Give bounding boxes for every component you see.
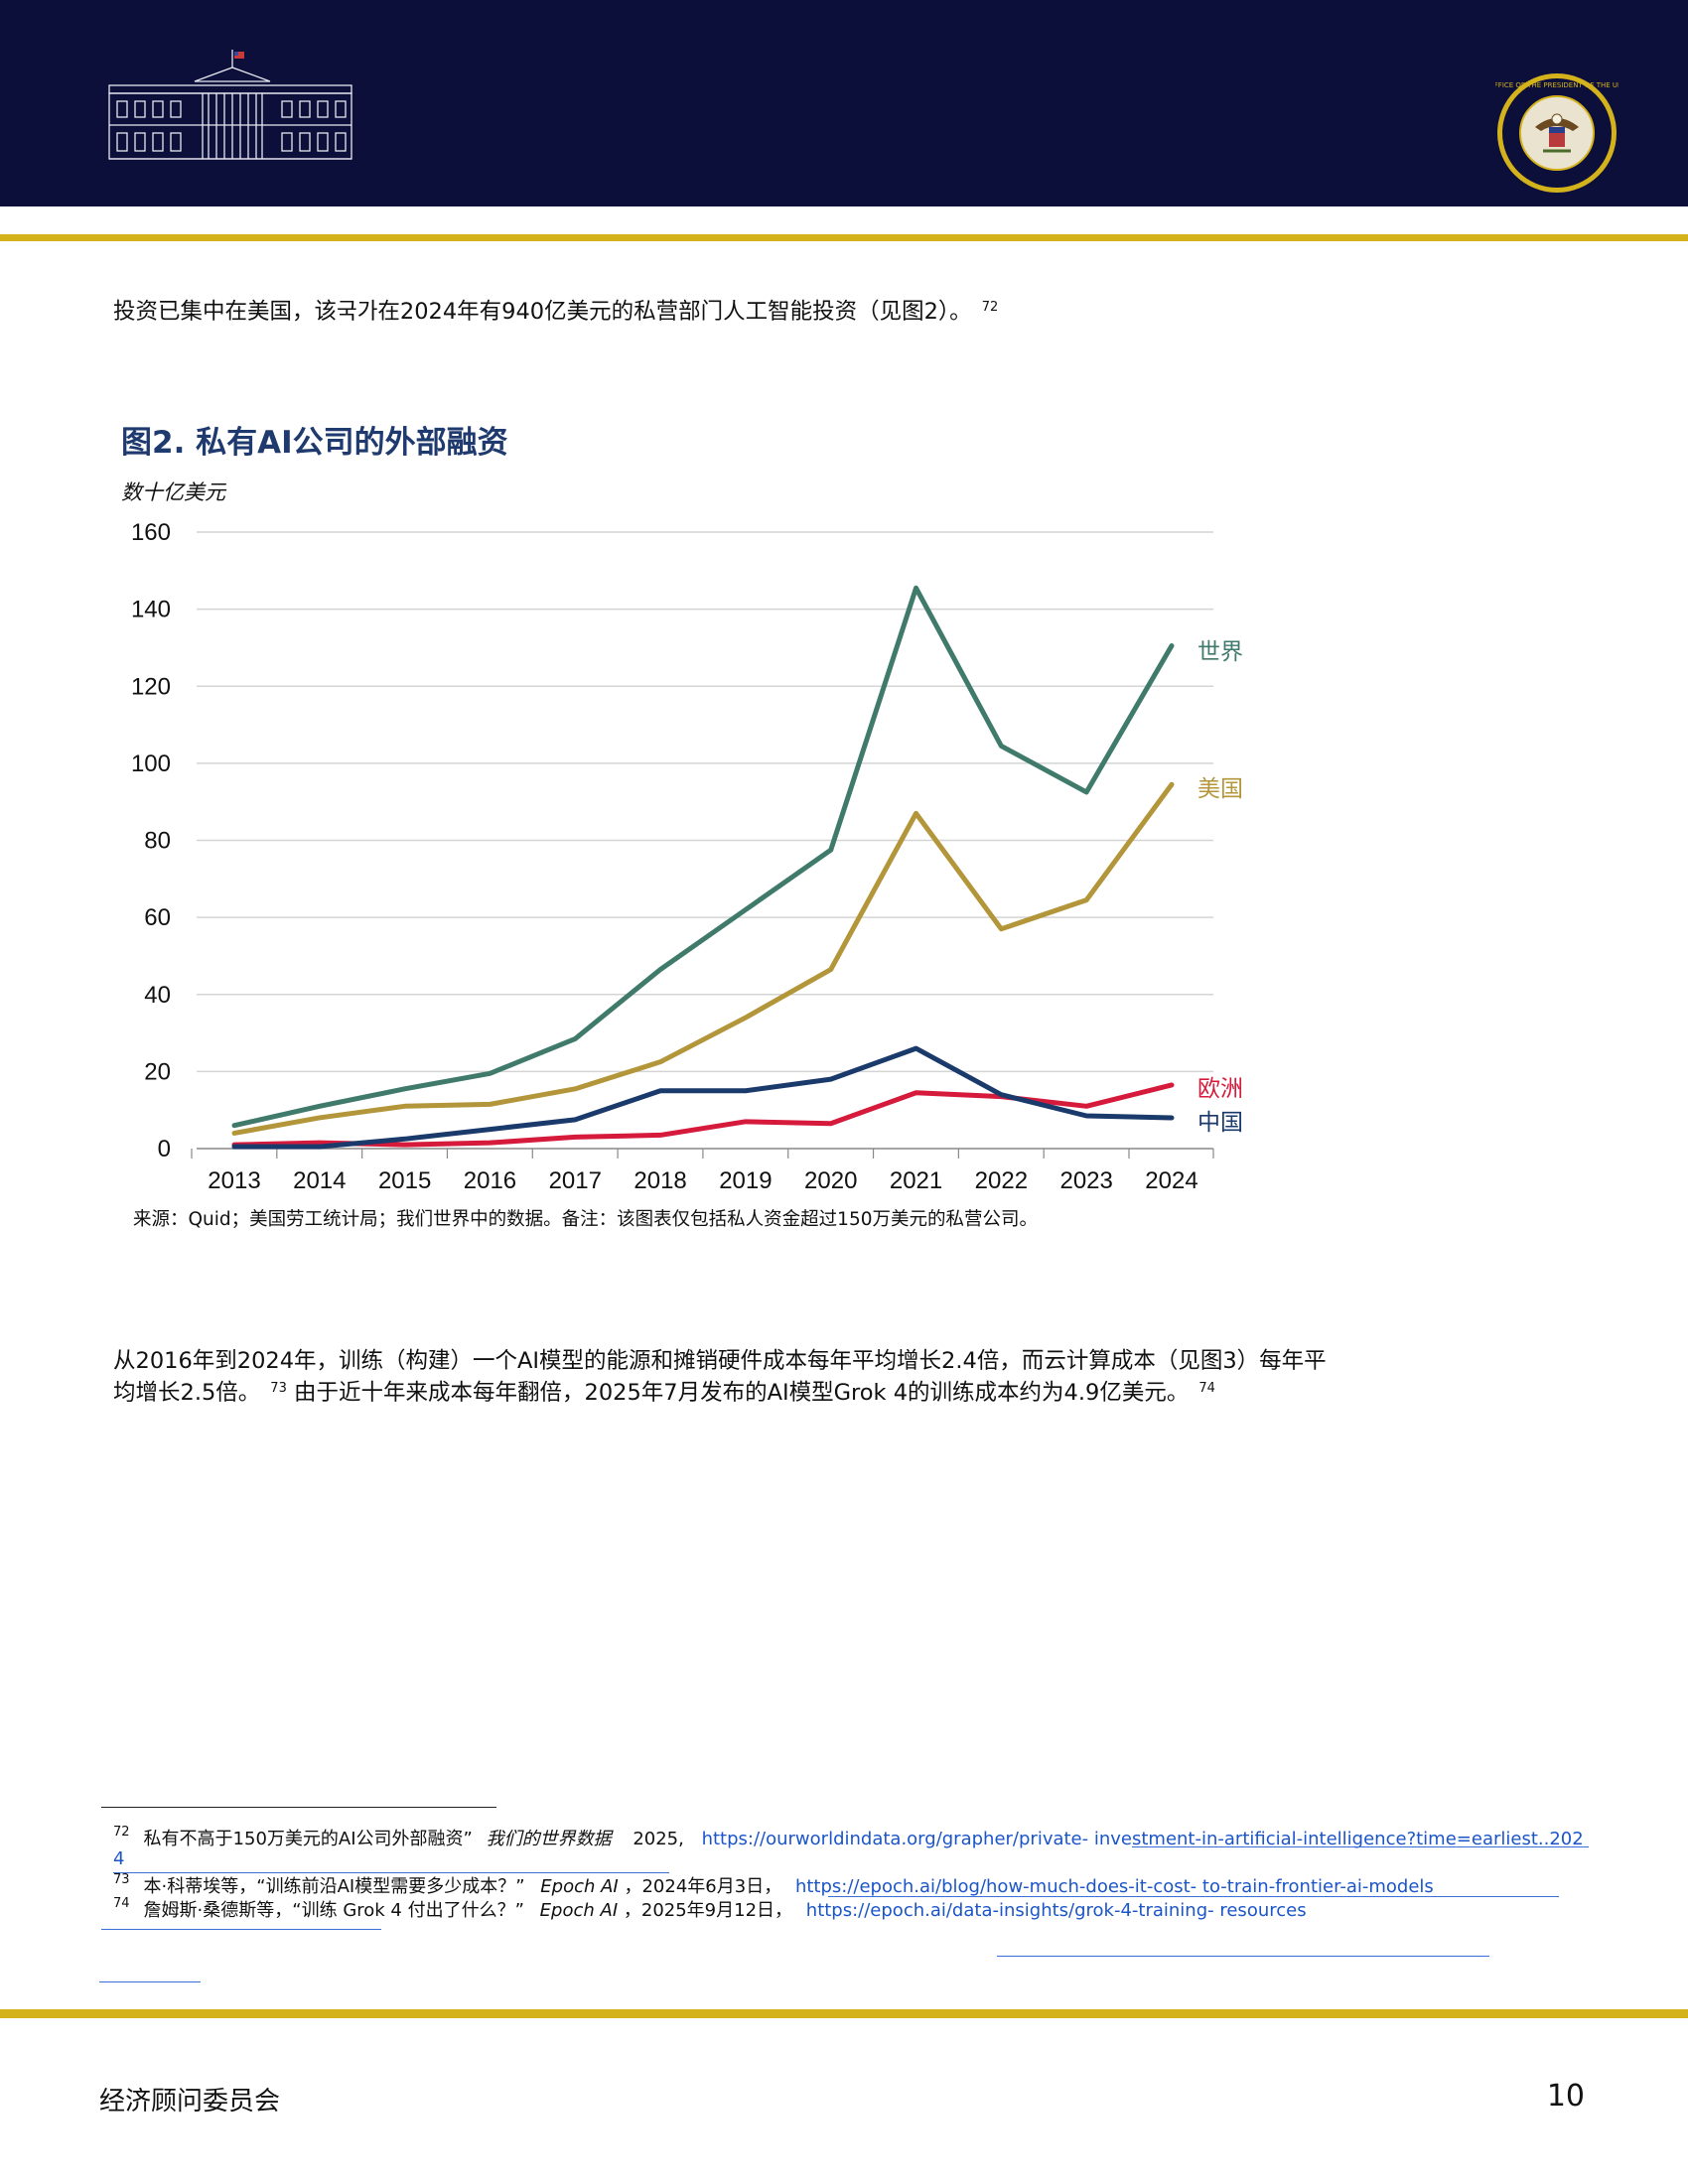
header-gold-rule [0,234,1688,241]
y-tick-label: 100 [131,751,171,777]
footnote-number: 72 [113,1825,130,1840]
y-tick-label: 160 [131,519,171,546]
link-underline [113,1872,669,1873]
footnote-link[interactable]: https://ourworldindata.org/grapher/priva… [701,1829,1584,1849]
footnote-source: Epoch AI [539,1900,619,1921]
eop-seal-icon: EXECUTIVE OFFICE OF THE PRESIDENT OF THE… [1495,73,1618,193]
x-tick-label: 2014 [293,1167,346,1194]
footnote-text: 私有不高于150万美元的AI公司外部融资” [143,1829,473,1849]
footnote-ref-72[interactable]: 72 [981,300,999,315]
series-label: 欧洲 [1197,1076,1243,1102]
x-tick-label: 2022 [975,1167,1028,1194]
y-tick-label: 60 [144,904,171,931]
body-line-1: 从2016年到2024年，训练（构建）一个AI模型的能源和摊销硬件成本每年平均增… [113,1348,1327,1374]
y-tick-label: 20 [144,1058,171,1085]
footer-gold-rule [0,2009,1688,2018]
header-banner [0,0,1688,206]
y-tick-label: 80 [144,828,171,855]
footnote-text: 詹姆斯·桑德斯等，“训练 Grok 4 付出了什么？” [143,1900,524,1921]
seal-ring-text: EXECUTIVE OFFICE OF THE PRESIDENT OF THE… [1495,81,1618,89]
body-line-2b: 由于近十年来成本每年翻倍，2025年7月发布的AI模型Grok 4的训练成本约为… [294,1380,1190,1406]
x-tick-label: 2020 [804,1167,857,1194]
series-label: 中国 [1197,1110,1243,1136]
page-number: 10 [1546,2079,1585,2114]
funding-line-chart: 0 20 40 60 80 100 120 140 160 2013 2014 2015 2016 201… [131,519,1243,1194]
white-house-icon [108,50,352,160]
link-underline [997,1956,1489,1957]
footnote-number: 74 [113,1896,130,1911]
y-tick-label: 140 [131,597,171,623]
x-tick-label: 2013 [208,1167,260,1194]
body-paragraph: 从2016年到2024年，训练（构建）一个AI模型的能源和摊销硬件成本每年平均增… [113,1345,1327,1409]
link-underline [101,1929,381,1930]
footnote-source: Epoch AI [540,1876,619,1897]
link-underline [99,1981,201,1982]
footnote-72-cont: 4 [113,1848,124,1869]
figure-source: 来源：Quid；美国劳工统计局；我们世界中的数据。备注：该图表仅包括私人资金超过… [133,1209,1038,1230]
intro-text: 投资已集中在美国，该국가在2024年有940亿美元的私营部门人工智能投资（见图2… [113,299,972,325]
y-tick-label: 120 [131,673,171,700]
footnote-72: 72 私有不高于150万美元的AI公司外部融资” 我们的世界数据 2025, ht… [113,1825,1584,1850]
footnote-ref-73[interactable]: 73 [270,1381,287,1396]
footnote-date: ，2024年6月3日， [624,1876,782,1897]
series-line-世界 [231,585,1175,1129]
x-tick-label: 2017 [549,1167,602,1194]
x-tick-label: 2021 [890,1167,942,1194]
x-tick-label: 2018 [633,1167,686,1194]
footnote-text: 本·科蒂埃等，“训练前沿AI模型需要多少成本？” [143,1876,525,1897]
footer-org: 经济顾问委员会 [99,2087,281,2116]
figure-unit: 数十亿美元 [121,480,225,504]
footnote-number: 73 [113,1872,130,1887]
body-line-2: 均增长2.5倍。 [113,1380,261,1406]
series-label: 美国 [1197,776,1243,802]
footnote-ref-74[interactable]: 74 [1198,1381,1215,1396]
series-line-美国 [231,781,1175,1136]
x-tick-label: 2024 [1145,1167,1197,1194]
series-label: 世界 [1197,639,1243,665]
footnote-link[interactable]: https://epoch.ai/blog/how-much-does-it-c… [794,1876,1434,1897]
footnote-date: ，2025年9月12日， [623,1900,793,1921]
footnote-link-cont[interactable]: 4 [113,1848,125,1869]
link-underline [828,1896,1559,1897]
x-tick-label: 2019 [719,1167,772,1194]
intro-paragraph: 投资已集中在美国，该국가在2024年有940亿美元的私营部门人工智能投资（见图2… [113,296,998,328]
figure-title: 图2. 私有AI公司的外部融资 [121,425,508,461]
footnote-73: 73 本·科蒂埃等，“训练前沿AI模型需要多少成本？” Epoch AI ，202… [113,1872,1434,1898]
x-tick-label: 2016 [464,1167,516,1194]
footnote-link[interactable]: https://epoch.ai/data-insights/grok-4-tr… [805,1900,1307,1921]
x-tick-label: 2015 [378,1167,431,1194]
footnote-date: 2025, [633,1829,684,1849]
footnote-source: 我们的世界数据 [486,1829,612,1849]
footnote-rule [101,1807,496,1808]
x-tick-label: 2023 [1059,1167,1112,1194]
y-tick-label: 40 [144,982,171,1009]
y-tick-label: 0 [158,1136,171,1162]
series-line-中国 [231,1045,1175,1150]
footnote-74: 74 詹姆斯·桑德斯等，“训练 Grok 4 付出了什么？” Epoch AI ，… [113,1896,1307,1922]
link-underline [1132,1846,1589,1847]
